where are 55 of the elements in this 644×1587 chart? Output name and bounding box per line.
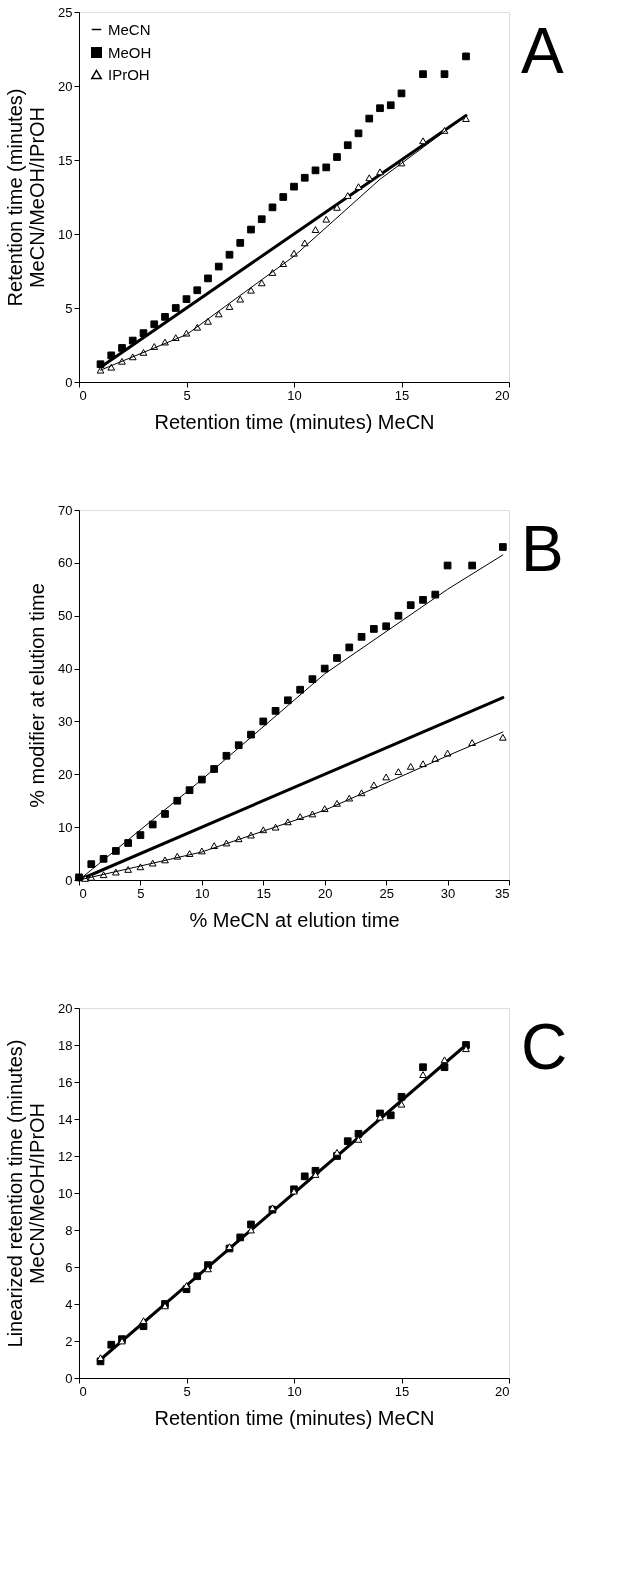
x-tick-label: 0 [79, 387, 87, 403]
x-tick-label: 15 [394, 387, 410, 403]
x-tick-label: 35 [495, 885, 510, 901]
text: C [521, 1011, 568, 1083]
y-tick-label: 0 [65, 374, 73, 390]
x-tick-label: 20 [495, 387, 510, 403]
x-tick-label: 30 [440, 885, 456, 901]
y-tick-label: 20 [58, 78, 73, 94]
x-tick-label: 10 [195, 885, 210, 901]
x-tick-label: 15 [256, 885, 272, 901]
x-tick-label: 20 [495, 1383, 510, 1399]
y-tick-label: 4 [65, 1296, 73, 1312]
x-tick-label: 10 [287, 1383, 302, 1399]
y-tick-label: 50 [58, 608, 73, 624]
x-tick-label: 5 [183, 387, 191, 403]
text: B [521, 513, 564, 585]
y-tick-label: 60 [58, 555, 73, 571]
x-axis-title: Retention time (minutes) MeCN [154, 1406, 435, 1429]
x-axis-title: % MeCN at elution time [189, 908, 400, 931]
y-tick-label: 6 [65, 1259, 73, 1275]
x-tick-label: 20 [317, 885, 333, 901]
y-axis-title: Retention time (minutes) MeCN/MeOH/IPrOH [4, 88, 49, 307]
y-tick-label: 10 [58, 226, 73, 242]
legend-label: MeCN [108, 20, 151, 38]
y-tick-label: 10 [58, 1185, 73, 1201]
y-tick-label: 20 [58, 1000, 73, 1016]
y-axis-title: Linearized retention time (minutes) MeCN/MeOH/IPrOH [4, 1039, 49, 1348]
legend-label: IPrOH [108, 65, 150, 83]
y-tick-label: 70 [58, 502, 73, 518]
legend-label: MeOH [108, 43, 152, 61]
y-tick-label: 40 [58, 661, 73, 677]
text: A [521, 15, 564, 87]
y-tick-label: 8 [65, 1222, 73, 1238]
y-tick-label: 14 [58, 1111, 73, 1127]
x-tick-label: 15 [394, 1383, 410, 1399]
x-tick-label: 10 [287, 387, 302, 403]
x-tick-label: 0 [79, 1383, 87, 1399]
y-tick-label: 25 [58, 4, 73, 20]
y-axis-title: % modifier at elution time [26, 583, 49, 808]
x-axis-title: Retention time (minutes) MeCN [154, 410, 435, 433]
y-tick-label: 5 [65, 300, 73, 316]
x-tick-label: 5 [137, 885, 145, 901]
x-tick-label: 5 [183, 1383, 191, 1399]
y-tick-label: 15 [58, 152, 73, 168]
y-tick-label: 10 [58, 819, 73, 835]
x-tick-label: 25 [379, 885, 394, 901]
y-tick-label: 16 [58, 1074, 73, 1090]
y-tick-label: 2 [65, 1333, 73, 1349]
y-tick-label: 30 [58, 713, 73, 729]
y-tick-label: 18 [58, 1037, 73, 1053]
y-tick-label: 0 [65, 872, 73, 888]
y-tick-label: 0 [65, 1370, 73, 1386]
y-tick-label: 12 [58, 1148, 73, 1164]
y-tick-label: 20 [58, 766, 73, 782]
x-tick-label: 0 [79, 885, 87, 901]
